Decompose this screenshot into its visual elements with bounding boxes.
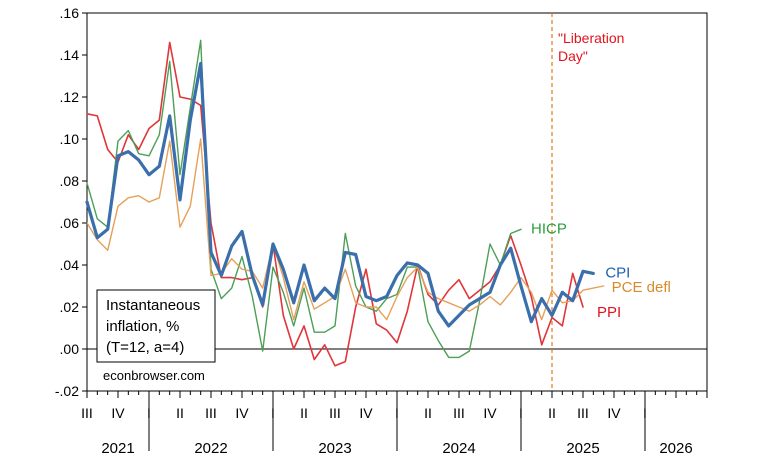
x-quarter-label: II: [424, 405, 432, 421]
y-tick-label: .12: [60, 89, 80, 105]
watermark: econbrowser.com: [103, 368, 205, 383]
x-quarter-label: II: [176, 405, 184, 421]
x-quarter-label: I: [395, 405, 399, 421]
event-label-line-1: "Liberation: [558, 30, 624, 46]
x-quarter-label: I: [147, 405, 151, 421]
legend-text-line-2: inflation, %: [106, 318, 179, 335]
y-tick-label: .08: [60, 173, 80, 189]
series-label-hicp: HICP: [531, 220, 567, 237]
x-quarter-label: III: [329, 405, 341, 421]
x-quarter-label: III: [81, 405, 93, 421]
x-year-label: 2023: [318, 440, 351, 457]
x-year-label: 2024: [442, 440, 475, 457]
x-year-label: 2025: [566, 440, 599, 457]
y-tick-label: .02: [60, 299, 80, 315]
x-quarter-label: I: [519, 405, 523, 421]
legend-text-line-1: Instantaneous: [106, 297, 200, 314]
y-tick-label: .14: [60, 47, 80, 63]
y-tick-label: .04: [60, 257, 80, 273]
y-tick-label: .06: [60, 215, 80, 231]
x-quarter-label: IV: [111, 405, 125, 421]
series-line-hicp: [86, 39, 522, 359]
series-line-cpi: [85, 61, 595, 328]
x-year-label: 2026: [659, 440, 692, 457]
x-quarter-label: II: [300, 405, 308, 421]
y-tick-label: .10: [60, 131, 80, 147]
series-label-pce-defl: PCE defl: [612, 279, 671, 296]
x-year-label: 2022: [194, 440, 227, 457]
series-layer: [85, 39, 605, 367]
legend-text-line-3: (T=12, a=4): [106, 339, 184, 356]
legend-box-frame: [96, 289, 216, 363]
x-quarter-label: I: [271, 405, 275, 421]
y-axis: .16 .14 .12 .10 .08 .06 .04 .02 .00 -.02: [55, 5, 87, 399]
x-quarter-label: I: [643, 405, 647, 421]
series-label-cpi: CPI: [605, 264, 630, 281]
y-tick-label: .16: [60, 5, 80, 21]
x-quarter-label: III: [205, 405, 217, 421]
x-quarter-label: IV: [607, 405, 621, 421]
x-quarter-label: III: [453, 405, 465, 421]
x-quarter-label: II: [548, 405, 556, 421]
x-year-label: 2021: [101, 440, 134, 457]
x-quarter-label: IV: [235, 405, 249, 421]
x-quarter-label: IV: [359, 405, 373, 421]
annotations: "Liberation Day" Instantaneous inflation…: [96, 30, 671, 383]
series-label-ppi: PPI: [597, 304, 621, 321]
legend-box: Instantaneous inflation, % (T=12, a=4): [96, 289, 216, 363]
y-tick-label: .00: [60, 341, 80, 357]
x-quarter-label: IV: [483, 405, 497, 421]
series-line-pce-defl: [86, 138, 605, 321]
event-label-line-2: Day": [558, 48, 588, 64]
y-tick-label: -.02: [55, 383, 79, 399]
x-quarter-label: III: [577, 405, 589, 421]
x-axis: III IV I II III IV I II III IV I II III IV I II III IV I20…: [81, 391, 708, 457]
